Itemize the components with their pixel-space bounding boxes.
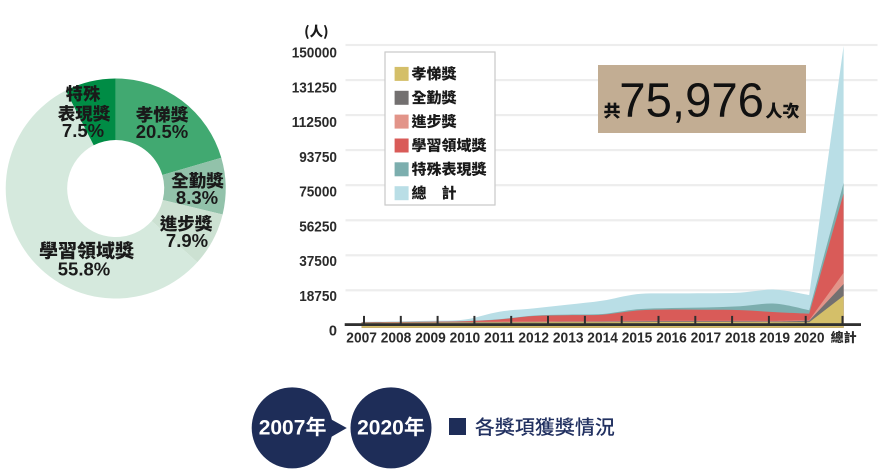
svg-text:2011: 2011 xyxy=(484,331,515,347)
svg-text:2013: 2013 xyxy=(553,331,584,347)
svg-text:8.3%: 8.3% xyxy=(176,187,218,208)
svg-text:2015: 2015 xyxy=(622,331,653,347)
svg-text:131250: 131250 xyxy=(292,80,337,96)
svg-text:18750: 18750 xyxy=(299,289,337,305)
svg-text:2017: 2017 xyxy=(691,331,722,347)
svg-text:55.8%: 55.8% xyxy=(58,259,110,280)
svg-text:93750: 93750 xyxy=(299,150,337,166)
svg-text:112500: 112500 xyxy=(292,115,337,131)
svg-text:75,976: 75,976 xyxy=(619,75,764,128)
svg-text:150000: 150000 xyxy=(292,46,337,62)
svg-text:7.9%: 7.9% xyxy=(166,230,208,251)
svg-text:7.5%: 7.5% xyxy=(62,120,104,141)
svg-text:2007: 2007 xyxy=(346,331,377,347)
svg-text:37500: 37500 xyxy=(299,254,337,270)
svg-text:20.5%: 20.5% xyxy=(136,121,188,142)
svg-text:2020: 2020 xyxy=(794,331,825,347)
svg-text:2019: 2019 xyxy=(759,331,790,347)
svg-text:56250: 56250 xyxy=(299,219,337,235)
svg-text:2007: 2007 xyxy=(259,416,306,439)
svg-text:2014: 2014 xyxy=(587,331,618,347)
svg-text:75000: 75000 xyxy=(299,185,337,201)
svg-text:2020: 2020 xyxy=(357,416,404,439)
svg-text:2010: 2010 xyxy=(450,331,481,347)
svg-text:2012: 2012 xyxy=(518,331,549,347)
svg-text:0: 0 xyxy=(329,324,337,340)
svg-text:2018: 2018 xyxy=(725,331,756,347)
svg-text:2016: 2016 xyxy=(656,331,687,347)
svg-text:2009: 2009 xyxy=(415,331,446,347)
svg-text:2008: 2008 xyxy=(381,331,412,347)
